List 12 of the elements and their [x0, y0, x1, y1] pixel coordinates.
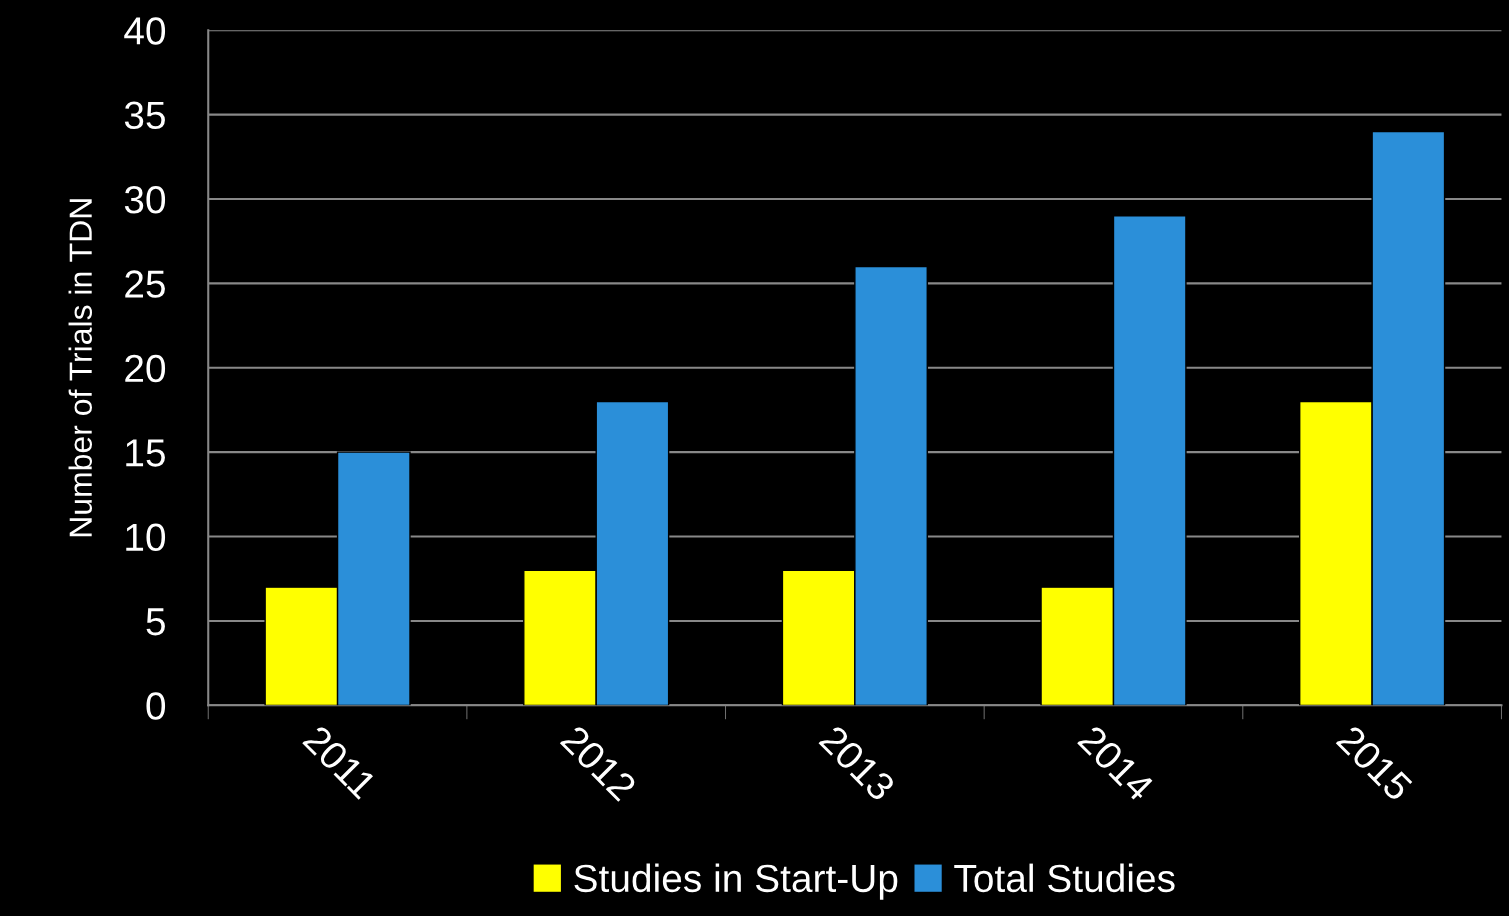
y-tick-label: 0	[146, 692, 166, 720]
legend-label: Total Studies	[954, 863, 1175, 893]
y-tick-label: 35	[124, 101, 165, 130]
y-tick-label: 10	[126, 523, 166, 552]
y-tick-label: 15	[126, 439, 165, 467]
y-tick-label: 5	[146, 608, 165, 636]
y-tick-label: 25	[125, 270, 165, 298]
y-tick-label: 30	[124, 185, 166, 214]
y-tick-label: 20	[125, 354, 166, 383]
y-axis-title: Number of Trials in TDN	[68, 199, 93, 537]
y-tick-label: 40	[124, 17, 166, 45]
legend-label: Studies in Start-Up	[574, 863, 898, 900]
